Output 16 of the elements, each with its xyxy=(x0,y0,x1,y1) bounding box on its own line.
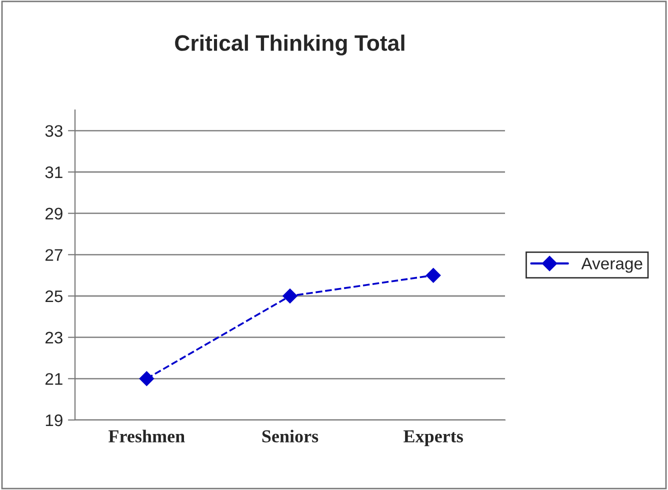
y-tick-label: 33 xyxy=(45,125,62,137)
x-tick-label: Seniors xyxy=(262,430,318,442)
y-tick-label: 23 xyxy=(45,332,62,344)
y-tick-label: 21 xyxy=(45,373,62,385)
point xyxy=(282,288,298,304)
legend-label: Average xyxy=(581,258,642,273)
y-tick-label: 29 xyxy=(45,208,62,220)
y-tick-label: 25 xyxy=(45,290,62,302)
point xyxy=(139,371,154,386)
y-tick-label: 31 xyxy=(45,166,62,178)
x-tick-label: Experts xyxy=(404,430,463,446)
x-tick-label: Freshmen xyxy=(108,430,185,442)
chart-title: Critical Thinking Total xyxy=(175,34,404,56)
point xyxy=(426,268,441,283)
y-tick-label: 27 xyxy=(45,249,62,261)
y-tick-label: 19 xyxy=(46,414,62,426)
